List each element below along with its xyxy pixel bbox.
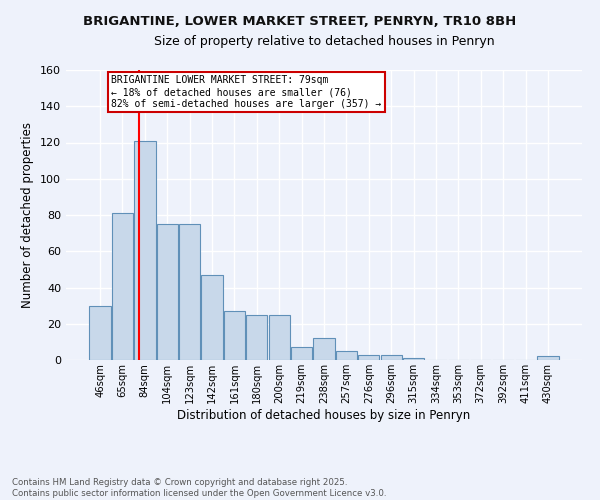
- Bar: [202, 275, 223, 360]
- Title: Size of property relative to detached houses in Penryn: Size of property relative to detached ho…: [154, 35, 494, 48]
- Bar: [537, 356, 559, 360]
- Bar: [89, 306, 111, 360]
- Bar: [134, 140, 155, 360]
- Bar: [291, 348, 312, 360]
- Bar: [358, 354, 379, 360]
- Text: BRIGANTINE LOWER MARKET STREET: 79sqm
← 18% of detached houses are smaller (76)
: BRIGANTINE LOWER MARKET STREET: 79sqm ← …: [111, 76, 382, 108]
- Bar: [269, 314, 290, 360]
- Text: Contains HM Land Registry data © Crown copyright and database right 2025.
Contai: Contains HM Land Registry data © Crown c…: [12, 478, 386, 498]
- Bar: [224, 311, 245, 360]
- Bar: [112, 213, 133, 360]
- Bar: [403, 358, 424, 360]
- Bar: [380, 354, 402, 360]
- Bar: [246, 314, 268, 360]
- Text: BRIGANTINE, LOWER MARKET STREET, PENRYN, TR10 8BH: BRIGANTINE, LOWER MARKET STREET, PENRYN,…: [83, 15, 517, 28]
- Y-axis label: Number of detached properties: Number of detached properties: [22, 122, 34, 308]
- Bar: [157, 224, 178, 360]
- Bar: [336, 351, 357, 360]
- Bar: [179, 224, 200, 360]
- Bar: [313, 338, 335, 360]
- X-axis label: Distribution of detached houses by size in Penryn: Distribution of detached houses by size …: [178, 408, 470, 422]
